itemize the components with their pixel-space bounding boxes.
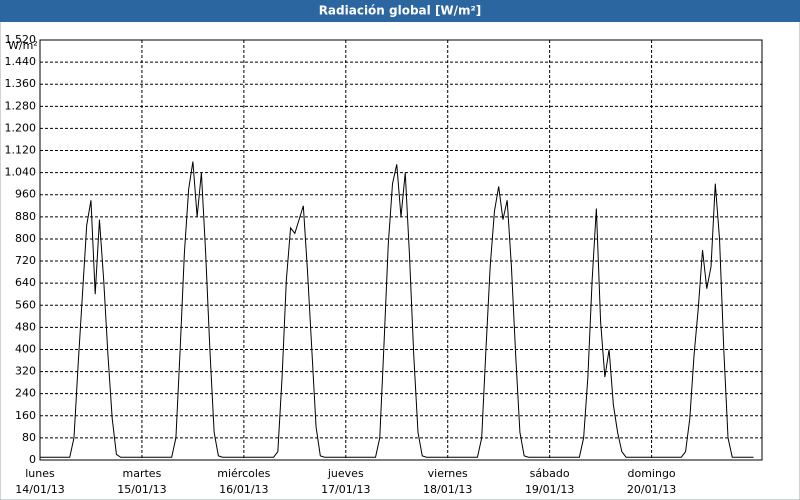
x-tick-label: martes bbox=[123, 467, 162, 480]
y-tick-label: 880 bbox=[15, 210, 36, 223]
chart-title: Radiación global [W/m²] bbox=[319, 4, 482, 18]
x-tick-label: sábado bbox=[530, 467, 570, 480]
x-tick-date: 17/01/13 bbox=[321, 483, 370, 496]
x-tick-label: lunes bbox=[25, 467, 55, 480]
x-tick-date: 16/01/13 bbox=[219, 483, 268, 496]
y-tick-label: 960 bbox=[15, 188, 36, 201]
y-axis-label: W/m² bbox=[8, 39, 38, 52]
y-tick-label: 0 bbox=[29, 453, 36, 466]
y-tick-label: 1.120 bbox=[5, 144, 37, 157]
x-tick-date: 20/01/13 bbox=[627, 483, 676, 496]
x-tick-label: viernes bbox=[428, 467, 468, 480]
y-tick-label: 240 bbox=[15, 387, 36, 400]
x-tick-date: 19/01/13 bbox=[525, 483, 574, 496]
y-tick-label: 80 bbox=[22, 431, 36, 444]
y-tick-label: 1.040 bbox=[5, 166, 37, 179]
y-tick-label: 480 bbox=[15, 320, 36, 333]
x-tick-date: 14/01/13 bbox=[15, 483, 64, 496]
y-tick-label: 1.280 bbox=[5, 99, 37, 112]
y-tick-label: 1.360 bbox=[5, 77, 37, 90]
x-tick-label: jueves bbox=[327, 467, 364, 480]
data-line bbox=[40, 161, 754, 458]
x-tick-date: 18/01/13 bbox=[423, 483, 472, 496]
x-tick-date: 15/01/13 bbox=[117, 483, 166, 496]
y-tick-label: 1.200 bbox=[5, 121, 37, 134]
y-tick-label: 1.440 bbox=[5, 55, 37, 68]
x-tick-label: miércoles bbox=[217, 467, 270, 480]
title-bar bbox=[0, 0, 800, 22]
y-tick-label: 320 bbox=[15, 365, 36, 378]
y-tick-label: 640 bbox=[15, 276, 36, 289]
x-tick-label: domingo bbox=[627, 467, 675, 480]
y-tick-label: 800 bbox=[15, 232, 36, 245]
y-tick-label: 720 bbox=[15, 254, 36, 267]
y-tick-label: 400 bbox=[15, 342, 36, 355]
y-tick-label: 560 bbox=[15, 298, 36, 311]
y-tick-label: 160 bbox=[15, 409, 36, 422]
y-tick-label: 1.520 bbox=[5, 33, 37, 46]
